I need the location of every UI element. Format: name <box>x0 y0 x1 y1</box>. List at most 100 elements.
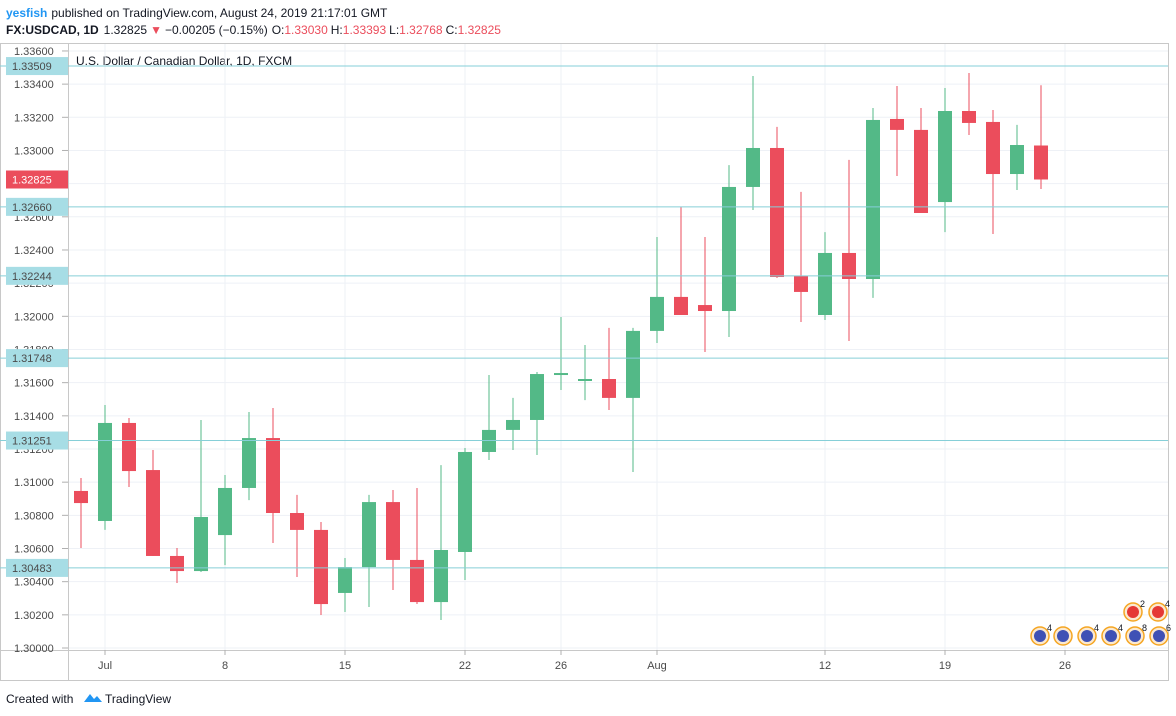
candle-body <box>842 252 856 280</box>
arrow: ▼ <box>150 23 162 37</box>
candle-body <box>410 559 424 603</box>
y-tick-label: 1.33000 <box>14 145 54 157</box>
footer-brand[interactable]: TradingView <box>105 692 171 706</box>
last-price-tag <box>6 170 68 189</box>
event-flag <box>1127 606 1139 618</box>
candle-body <box>650 296 664 331</box>
h-label: H: <box>331 23 343 37</box>
candle-body <box>890 118 904 130</box>
event-flag <box>1081 630 1093 642</box>
candle-body <box>938 111 952 203</box>
level-tag <box>6 266 68 285</box>
event-count: 2 <box>1140 599 1145 609</box>
candle-body <box>794 276 808 292</box>
level-tag <box>6 431 68 450</box>
level-label: 1.31748 <box>12 353 52 365</box>
event-flag <box>1152 606 1164 618</box>
candle-body <box>914 129 928 213</box>
frame <box>0 43 1169 681</box>
x-tick-label: Jul <box>98 660 112 672</box>
event-count: 4 <box>1047 623 1052 633</box>
event-flag <box>1034 630 1046 642</box>
last-price-label: 1.32825 <box>12 174 52 186</box>
candle-body <box>626 330 640 398</box>
y-tick-label: 1.30000 <box>14 643 54 655</box>
candle-body <box>602 379 616 398</box>
header-line-1: yesfish published on TradingView.com, Aug… <box>6 6 388 20</box>
y-tick-label: 1.30800 <box>14 510 54 522</box>
y-tick-label: 1.33600 <box>14 46 54 58</box>
candle-body <box>194 516 208 572</box>
chart-title: U.S. Dollar / Canadian Dollar, 1D, FXCM <box>76 54 292 68</box>
candle-body <box>338 567 352 593</box>
x-tick-label: 22 <box>459 660 471 672</box>
candle-body <box>314 529 328 605</box>
level-label: 1.30483 <box>12 563 52 575</box>
symbol: FX:USDCAD, 1D <box>6 23 99 37</box>
candle-body <box>434 549 448 603</box>
published: published on TradingView.com, August 24,… <box>51 6 388 20</box>
candle-body <box>578 379 592 381</box>
event-flag <box>1105 630 1117 642</box>
candle-body <box>74 490 88 504</box>
candle-body <box>986 121 1000 175</box>
footer-prefix: Created with <box>6 692 73 706</box>
logo <box>84 694 102 702</box>
candle-body <box>746 147 760 187</box>
candle-body <box>866 119 880 280</box>
x-tick-label: 26 <box>1059 660 1071 672</box>
candle-body <box>386 502 400 560</box>
candle-body <box>818 252 832 315</box>
y-tick-label: 1.32000 <box>14 311 54 323</box>
event-count: 6 <box>1166 623 1171 633</box>
y-tick-label: 1.32400 <box>14 245 54 257</box>
y-tick-label: 1.33200 <box>14 112 54 124</box>
candle-body <box>1034 145 1048 180</box>
level-label: 1.31251 <box>12 436 52 448</box>
level-label: 1.33509 <box>12 61 52 73</box>
change: −0.00205 (−0.15%) <box>165 23 268 37</box>
candle-body <box>962 111 976 123</box>
level-tag <box>6 349 68 368</box>
candle-body <box>218 487 232 536</box>
y-tick-label: 1.31400 <box>14 411 54 423</box>
candle-body <box>242 438 256 488</box>
candle-body <box>1010 145 1024 175</box>
y-tick-label: 1.31000 <box>14 477 54 489</box>
l: 1.32768 <box>399 23 443 37</box>
event-count: 4 <box>1094 623 1099 633</box>
grid <box>69 44 1168 650</box>
candle-body <box>506 419 520 430</box>
marks <box>0 65 1168 620</box>
event-flag <box>1129 630 1141 642</box>
candle-body <box>722 186 736 312</box>
y-tick-label: 1.30200 <box>14 610 54 622</box>
c: 1.32825 <box>458 23 502 37</box>
x-tick-label: 15 <box>339 660 351 672</box>
o-label: O: <box>272 23 285 37</box>
x-tick-label: 12 <box>819 660 831 672</box>
author[interactable]: yesfish <box>6 6 47 20</box>
x-tick-label: 8 <box>222 660 228 672</box>
candle-body <box>266 438 280 514</box>
candle-body <box>554 373 568 376</box>
level-tag <box>6 57 68 76</box>
y-tick-label: 1.30600 <box>14 544 54 556</box>
event-flag <box>1153 630 1165 642</box>
event-count: 4 <box>1118 623 1123 633</box>
event-count: 8 <box>1142 623 1147 633</box>
candle-body <box>674 296 688 315</box>
candle-body <box>98 422 112 521</box>
candle-body <box>698 305 712 312</box>
header-line-2: FX:USDCAD, 1D 1.32825 ▼ −0.00205 (−0.15%) O:… <box>6 23 501 37</box>
candle-body <box>362 502 376 568</box>
level-label: 1.32244 <box>12 271 52 283</box>
event-count: 4 <box>1165 599 1170 609</box>
event-flag <box>1057 630 1069 642</box>
candle-body <box>170 555 184 572</box>
last: 1.32825 <box>104 23 148 37</box>
candle-body <box>458 451 472 552</box>
y-tick-label: 1.33400 <box>14 79 54 91</box>
